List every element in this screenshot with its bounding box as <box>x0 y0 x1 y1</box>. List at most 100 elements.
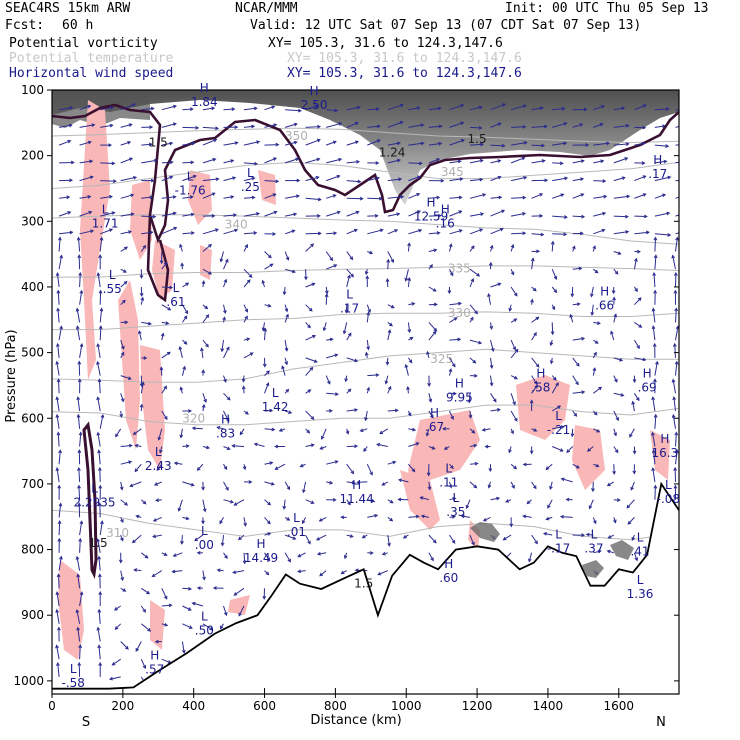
wind-arrow <box>141 107 154 111</box>
wind-arrowhead <box>471 541 475 546</box>
wind-arrowhead <box>168 603 173 608</box>
wind-arrowhead <box>225 258 229 263</box>
wind-arrowhead <box>89 159 94 164</box>
wind-arrow <box>323 322 327 331</box>
wind-arrow <box>408 193 420 199</box>
wind-arrowhead <box>242 560 247 565</box>
wind-arrow <box>120 481 123 490</box>
init-time: Init: 00 UTC Thu 05 Sep 13 <box>505 1 709 16</box>
wind-arrowhead <box>202 576 206 581</box>
wind-arrow <box>78 485 81 500</box>
wind-arrowhead <box>336 174 341 179</box>
wind-arrowhead <box>129 483 134 488</box>
wind-arrowhead <box>111 661 116 666</box>
wind-arrow <box>57 662 60 677</box>
wind-arrowhead <box>59 325 63 330</box>
extremum-letter: H <box>660 432 669 446</box>
wind-arrow <box>79 196 91 199</box>
extremum-letter: H <box>643 366 652 380</box>
wind-arrowhead <box>188 409 193 413</box>
wind-arrowhead <box>213 138 218 143</box>
wind-arrow <box>326 460 338 465</box>
wind-arrow <box>223 196 234 199</box>
extremum-value: 11.44 <box>339 492 373 506</box>
wind-arrow <box>58 237 61 252</box>
wind-arrowhead <box>190 212 195 217</box>
wind-arrow <box>98 556 101 571</box>
wind-arrow <box>99 326 102 341</box>
wind-arrowhead <box>208 271 213 275</box>
wind-arrow <box>654 485 656 500</box>
wind-arrowhead <box>438 124 443 129</box>
wind-arrow <box>346 229 358 235</box>
wind-arrow <box>264 382 269 394</box>
wind-arrow <box>545 463 553 470</box>
extremum-letter: H <box>310 84 319 98</box>
wind-arrowhead <box>534 540 538 545</box>
wind-arrow <box>674 343 676 358</box>
wind-arrowhead <box>149 230 154 235</box>
extremum-value: -.21 <box>547 423 570 437</box>
wind-arrow <box>202 126 219 129</box>
wind-arrowhead <box>233 213 238 218</box>
wind-arrow <box>174 462 183 465</box>
wind-arrow <box>346 268 354 278</box>
wind-arrow <box>284 304 288 312</box>
wind-arrowhead <box>108 194 113 199</box>
wind-arrowhead <box>194 537 199 542</box>
wind-arrow <box>99 414 104 429</box>
wind-arrowhead <box>343 555 348 560</box>
wind-arrowhead <box>523 176 528 180</box>
wind-arrowhead <box>57 484 62 489</box>
wind-arrow <box>469 463 478 465</box>
wind-arrowhead <box>55 467 60 472</box>
wind-arrowhead <box>244 315 248 320</box>
terrain-pv-shading <box>470 522 634 578</box>
wind-arrowhead <box>253 231 258 235</box>
wind-arrowhead <box>432 330 437 335</box>
wind-arrow <box>284 357 288 365</box>
y-tick-label: 400 <box>21 280 44 294</box>
wind-arrowhead <box>284 347 289 352</box>
wind-arrowhead <box>501 209 506 214</box>
wind-arrow <box>428 249 437 252</box>
wind-arrowhead <box>179 386 184 391</box>
wind-arrow <box>346 409 358 412</box>
pink-region <box>650 430 670 480</box>
wind-arrowhead <box>56 661 60 666</box>
wind-arrow <box>57 308 60 323</box>
wind-arrow <box>254 443 265 447</box>
wind-arrow <box>469 143 484 146</box>
extremum-letter: L <box>70 662 77 676</box>
wind-arrow <box>469 178 483 182</box>
extremum-value: 14.49 <box>244 551 278 565</box>
pink-region <box>188 170 212 225</box>
wind-arrowhead <box>154 639 159 644</box>
wind-arrow <box>654 125 666 128</box>
wind-arrow <box>59 107 73 111</box>
wind-arrowhead <box>169 285 174 290</box>
wind-arrow <box>613 392 624 396</box>
wind-arrowhead <box>55 591 60 596</box>
wind-arrowhead <box>458 229 463 233</box>
wind-arrow <box>202 139 217 146</box>
wind-arrowhead <box>326 380 331 385</box>
wind-arrow <box>387 104 404 111</box>
wind-arrow <box>59 124 72 128</box>
wind-arrowhead <box>533 485 537 490</box>
wind-arrowhead <box>448 368 453 373</box>
wind-arrowhead <box>593 520 597 525</box>
wind-arrow <box>305 410 315 420</box>
wind-arrowhead <box>369 250 374 255</box>
wind-arrow <box>77 414 81 429</box>
wind-arrowhead <box>190 160 195 165</box>
wind-arrowhead <box>620 393 625 397</box>
wind-arrowhead <box>576 302 581 307</box>
wind-arrowhead <box>78 537 83 542</box>
extremum-value: .25 <box>241 180 260 194</box>
wind-arrowhead <box>541 143 546 148</box>
wind-arrowhead <box>420 123 425 128</box>
wind-arrowhead <box>282 505 287 510</box>
wind-arrow <box>133 428 142 435</box>
wind-arrowhead <box>138 330 142 335</box>
